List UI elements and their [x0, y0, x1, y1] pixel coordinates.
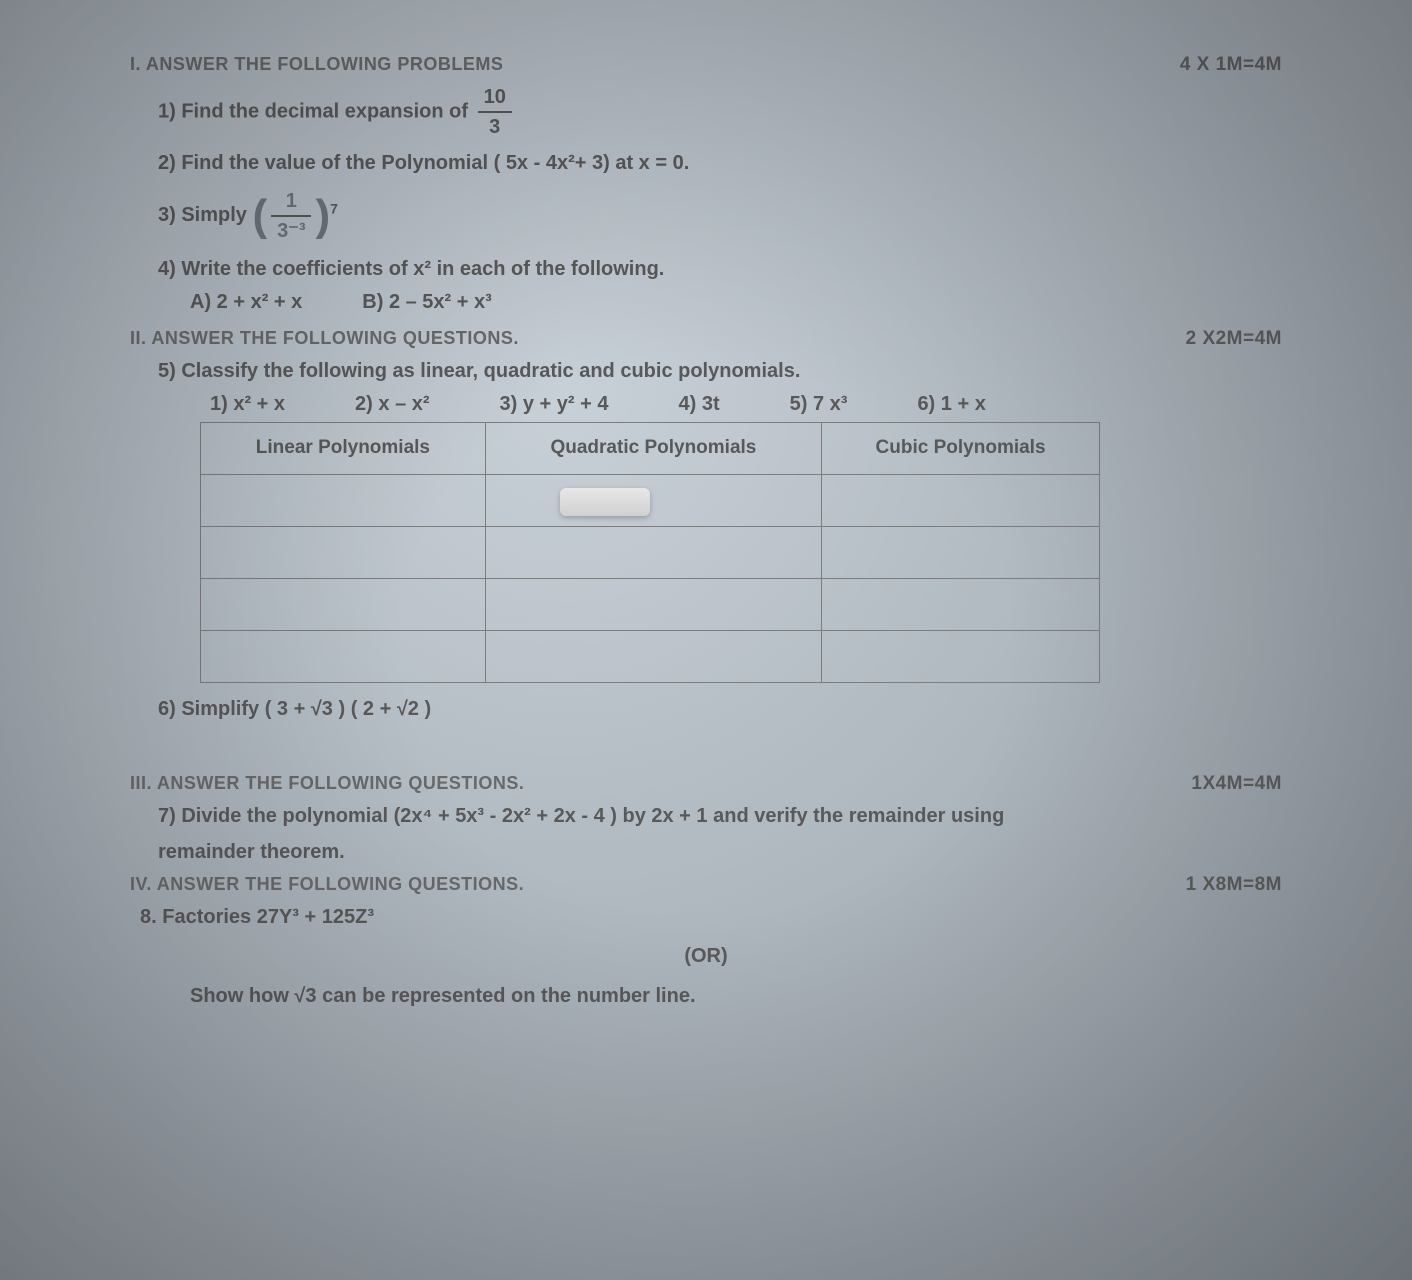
section-3-marks: 1X4M=4M [1191, 773, 1282, 795]
col-quadratic: Quadratic Polynomials [485, 422, 821, 474]
q1-numerator: 10 [478, 83, 512, 113]
question-7-line1: 7) Divide the polynomial (2x⁴ + 5x³ - 2x… [158, 802, 1282, 830]
cell [485, 474, 821, 526]
table-header-row: Linear Polynomials Quadratic Polynomials… [201, 422, 1100, 474]
content-area: I. ANSWER THE FOLLOWING PROBLEMS 4 X 1M=… [0, 0, 1412, 1058]
cell [822, 578, 1100, 630]
table-row [201, 474, 1100, 526]
table-row [201, 578, 1100, 630]
section-4-marks: 1 X8M=8M [1186, 874, 1282, 896]
cell [485, 578, 821, 630]
col-cubic: Cubic Polynomials [822, 422, 1100, 474]
q5-opt-4: 4) 3t [679, 393, 720, 416]
close-paren-icon: ) [315, 185, 330, 247]
question-5: 5) Classify the following as linear, qua… [158, 357, 1282, 385]
open-paren-icon: ( [252, 185, 267, 247]
question-3: 3) Simply ( 1 3⁻³ ) 7 [158, 185, 1282, 247]
question-8-alt: Show how √3 can be represented on the nu… [190, 982, 1282, 1010]
section-1-heading: I. ANSWER THE FOLLOWING PROBLEMS 4 X 1M=… [130, 54, 1282, 75]
q5-opt-5: 5) 7 x³ [790, 393, 848, 416]
question-8: 8. Factories 27Y³ + 125Z³ [140, 903, 1282, 931]
section-1-marks: 4 X 1M=4M [1180, 54, 1282, 76]
q5-opt-2: 2) x – x² [355, 393, 429, 416]
question-4: 4) Write the coefficients of x² in each … [158, 255, 1282, 283]
q1-denominator: 3 [478, 113, 512, 141]
table-row [201, 526, 1100, 578]
section-4-heading: IV. ANSWER THE FOLLOWING QUESTIONS. 1 X8… [130, 874, 1282, 895]
cell [201, 526, 486, 578]
or-divider: (OR) [130, 945, 1282, 968]
cell [822, 630, 1100, 682]
q3-denominator: 3⁻³ [271, 217, 311, 245]
question-1: 1) Find the decimal expansion of 10 3 [158, 83, 1282, 141]
cell [822, 474, 1100, 526]
question-7-line2: remainder theorem. [158, 838, 1282, 866]
question-4-options: A) 2 + x² + x B) 2 – 5x² + x³ [190, 291, 1282, 314]
q3-fraction: 1 3⁻³ [271, 187, 311, 245]
cell [485, 630, 821, 682]
q5-opt-6: 6) 1 + x [917, 393, 985, 416]
classification-table: Linear Polynomials Quadratic Polynomials… [200, 422, 1100, 683]
question-2: 2) Find the value of the Polynomial ( 5x… [158, 149, 1282, 177]
q4-option-a: A) 2 + x² + x [190, 291, 302, 314]
section-2-heading: II. ANSWER THE FOLLOWING QUESTIONS. 2 X2… [130, 328, 1282, 349]
section-4-title: IV. ANSWER THE FOLLOWING QUESTIONS. [130, 874, 524, 894]
question-5-options: 1) x² + x 2) x – x² 3) y + y² + 4 4) 3t … [210, 393, 1282, 416]
classification-table-wrap: Linear Polynomials Quadratic Polynomials… [130, 422, 1282, 683]
cell [822, 526, 1100, 578]
q3-numerator: 1 [271, 187, 311, 217]
cell [201, 474, 486, 526]
cell [201, 578, 486, 630]
question-6: 6) Simplify ( 3 + √3 ) ( 2 + √2 ) [158, 695, 1282, 723]
section-3-title: III. ANSWER THE FOLLOWING QUESTIONS. [130, 773, 524, 793]
cell [485, 526, 821, 578]
q4-option-b: B) 2 – 5x² + x³ [362, 291, 492, 314]
section-2-marks: 2 X2M=4M [1186, 328, 1282, 350]
cell [201, 630, 486, 682]
q3-stem: 3) Simply [158, 204, 247, 226]
eraser-mark-icon [560, 488, 650, 516]
worksheet-page: I. ANSWER THE FOLLOWING PROBLEMS 4 X 1M=… [0, 0, 1412, 1280]
q3-exponent: 7 [330, 200, 338, 216]
table-row [201, 630, 1100, 682]
col-linear: Linear Polynomials [201, 422, 486, 474]
section-1-title: I. ANSWER THE FOLLOWING PROBLEMS [130, 54, 503, 74]
q1-fraction: 10 3 [478, 83, 512, 141]
section-3-heading: III. ANSWER THE FOLLOWING QUESTIONS. 1X4… [130, 773, 1282, 794]
section-2-title: II. ANSWER THE FOLLOWING QUESTIONS. [130, 328, 519, 348]
q5-opt-3: 3) y + y² + 4 [500, 393, 609, 416]
q5-opt-1: 1) x² + x [210, 393, 285, 416]
q1-stem: 1) Find the decimal expansion of [158, 100, 474, 122]
q3-expression: ( 1 3⁻³ ) [252, 185, 330, 247]
